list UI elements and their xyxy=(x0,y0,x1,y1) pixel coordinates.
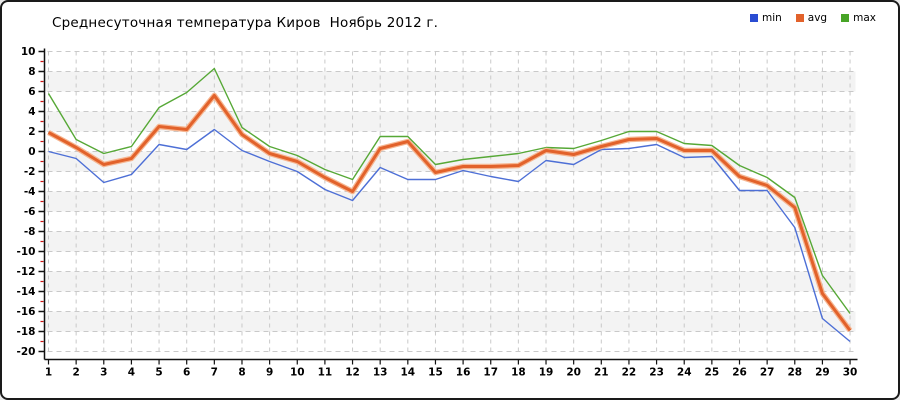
plot-band xyxy=(44,211,856,232)
x-tick-label: 16 xyxy=(456,367,471,379)
min-series-swatch-icon xyxy=(749,14,758,22)
x-tick-label: 28 xyxy=(787,367,802,379)
x-tick-label: 8 xyxy=(238,367,245,379)
legend-item-min: min xyxy=(749,12,782,24)
x-tick-label: 13 xyxy=(373,367,388,379)
plot-band xyxy=(44,271,856,292)
chart-title: Среднесуточная температура Киров Ноябрь … xyxy=(52,15,439,31)
x-tick-label: 6 xyxy=(183,367,190,379)
chart-legend: min avg max xyxy=(749,12,876,24)
y-tick-label: 4 xyxy=(28,106,35,118)
y-tick-label: 8 xyxy=(28,66,35,78)
legend-label-max: max xyxy=(853,12,876,24)
plot-band xyxy=(44,131,856,152)
x-tick-label: 17 xyxy=(483,367,498,379)
series-min-line xyxy=(48,128,851,343)
y-tick-label: -10 xyxy=(17,246,36,258)
y-tick-label: 6 xyxy=(28,86,35,98)
plot-band xyxy=(44,331,856,352)
y-tick-label: 0 xyxy=(28,146,35,158)
y-tick-label: -6 xyxy=(24,206,36,218)
x-tick-label: 24 xyxy=(677,367,692,379)
x-tick-label: 30 xyxy=(843,367,858,379)
x-tick-label: 27 xyxy=(760,367,775,379)
x-tick-label: 4 xyxy=(128,367,135,379)
legend-label-avg: avg xyxy=(807,12,828,24)
series-max-line xyxy=(47,67,851,314)
x-tick-label: 15 xyxy=(428,367,443,379)
x-tick-label: 9 xyxy=(266,367,273,379)
y-tick-label: -20 xyxy=(17,346,36,358)
x-tick-label: 29 xyxy=(815,367,830,379)
plot-band xyxy=(44,71,856,92)
y-tick-label: -18 xyxy=(17,326,36,338)
x-tick-label: 14 xyxy=(401,367,416,379)
plot-band xyxy=(44,291,856,312)
max-series-swatch-icon xyxy=(841,14,850,22)
series-avg-line xyxy=(47,94,852,332)
plot-band xyxy=(44,51,856,72)
plot-band xyxy=(44,91,856,112)
x-tick-label: 7 xyxy=(211,367,218,379)
plot-band xyxy=(44,231,856,252)
x-tick-label: 1 xyxy=(45,367,52,379)
x-tick-label: 19 xyxy=(539,367,554,379)
avg-series-swatch-icon xyxy=(795,14,804,22)
y-tick-label: -4 xyxy=(24,186,36,198)
x-tick-label: 10 xyxy=(290,367,305,379)
y-tick-label: -12 xyxy=(17,266,36,278)
legend-item-avg: avg xyxy=(795,12,828,24)
x-tick-label: 18 xyxy=(511,367,526,379)
plot-band xyxy=(44,311,856,332)
plot-band xyxy=(44,191,856,212)
plot-band xyxy=(44,251,856,272)
y-tick-label: -2 xyxy=(24,166,36,178)
x-tick-label: 2 xyxy=(72,367,79,379)
y-tick-label: -16 xyxy=(17,306,36,318)
x-tick-label: 23 xyxy=(649,367,664,379)
legend-label-min: min xyxy=(761,12,782,24)
x-tick-label: 21 xyxy=(594,367,609,379)
x-tick-label: 26 xyxy=(732,367,747,379)
x-tick-label: 11 xyxy=(318,367,333,379)
y-tick-label: 10 xyxy=(21,46,36,58)
x-tick-label: 12 xyxy=(345,367,360,379)
x-tick-label: 25 xyxy=(705,367,720,379)
plot-band xyxy=(44,111,856,132)
y-tick-label: -8 xyxy=(24,226,36,238)
legend-item-max: max xyxy=(841,12,876,24)
x-tick-label: 20 xyxy=(566,367,581,379)
y-tick-label: -14 xyxy=(17,286,36,298)
x-tick-label: 3 xyxy=(100,367,107,379)
y-tick-label: 2 xyxy=(28,126,35,138)
plot-band xyxy=(44,171,856,192)
x-tick-label: 5 xyxy=(155,367,162,379)
x-tick-label: 22 xyxy=(622,367,637,379)
